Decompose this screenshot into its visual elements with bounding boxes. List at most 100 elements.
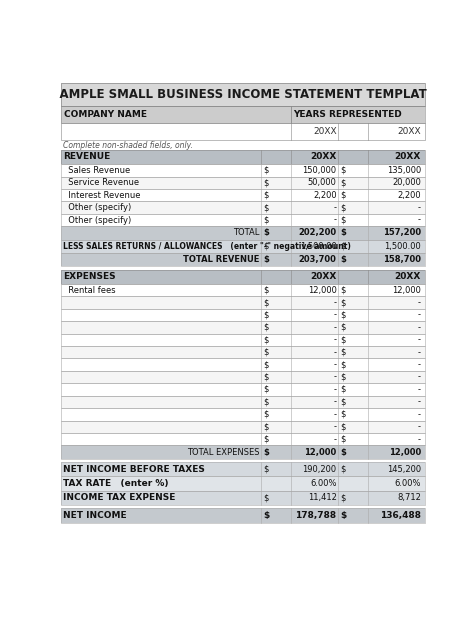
- Text: $: $: [263, 216, 268, 224]
- Text: $: $: [263, 385, 268, 394]
- Text: -: -: [418, 348, 421, 356]
- Bar: [61, 408, 425, 420]
- Text: -: -: [418, 373, 421, 381]
- Text: 158,700: 158,700: [383, 255, 421, 264]
- Text: $: $: [263, 410, 268, 418]
- Text: 11,412: 11,412: [308, 494, 337, 502]
- Bar: [61, 321, 425, 334]
- Bar: [61, 309, 425, 321]
- Bar: [61, 490, 425, 505]
- Text: 135,000: 135,000: [387, 166, 421, 175]
- Text: 20XX: 20XX: [395, 272, 421, 281]
- Text: -: -: [418, 410, 421, 418]
- Bar: [61, 408, 425, 420]
- Text: $: $: [263, 191, 268, 200]
- Text: TAX RATE   (enter %): TAX RATE (enter %): [64, 479, 169, 488]
- Text: REVENUE: REVENUE: [64, 153, 110, 161]
- Text: 136,488: 136,488: [380, 511, 421, 520]
- Bar: [61, 309, 425, 321]
- Text: 20XX: 20XX: [395, 153, 421, 161]
- Bar: [61, 226, 425, 239]
- Text: 2,200: 2,200: [398, 191, 421, 200]
- Text: -: -: [418, 323, 421, 332]
- Text: $: $: [340, 166, 346, 175]
- Text: -: -: [418, 298, 421, 307]
- Text: $: $: [340, 216, 346, 224]
- Text: Rental fees: Rental fees: [64, 286, 116, 294]
- Bar: [61, 270, 425, 284]
- Text: SAMPLE SMALL BUSINESS INCOME STATEMENT TEMPLATE: SAMPLE SMALL BUSINESS INCOME STATEMENT T…: [51, 88, 435, 101]
- Bar: [61, 253, 425, 267]
- Text: 20XX: 20XX: [313, 127, 337, 136]
- Text: $: $: [263, 166, 268, 175]
- Text: YEARS REPRESENTED: YEARS REPRESENTED: [293, 110, 402, 119]
- Text: 1,500.00: 1,500.00: [384, 242, 421, 250]
- Text: $: $: [340, 360, 346, 369]
- Text: -: -: [418, 311, 421, 319]
- Bar: [61, 476, 425, 490]
- Text: $: $: [340, 191, 346, 200]
- Text: -: -: [334, 422, 337, 432]
- Text: 20XX: 20XX: [310, 272, 337, 281]
- Text: -: -: [334, 410, 337, 418]
- Bar: [61, 433, 425, 445]
- Text: 20XX: 20XX: [310, 153, 337, 161]
- Bar: [61, 334, 425, 346]
- Text: $: $: [340, 179, 346, 187]
- Text: $: $: [340, 311, 346, 319]
- Bar: [61, 177, 425, 189]
- Bar: [61, 239, 425, 253]
- Bar: [368, 123, 423, 140]
- Text: $: $: [340, 242, 346, 250]
- Bar: [61, 214, 425, 226]
- Bar: [61, 189, 425, 202]
- Bar: [61, 462, 425, 476]
- Text: $: $: [340, 298, 346, 307]
- Text: Interest Revenue: Interest Revenue: [64, 191, 141, 200]
- Bar: [61, 358, 425, 371]
- Bar: [61, 253, 425, 267]
- Text: -: -: [418, 335, 421, 344]
- Text: -: -: [334, 397, 337, 406]
- Text: Other (specify): Other (specify): [64, 203, 132, 212]
- Text: 12,000: 12,000: [392, 286, 421, 294]
- Bar: [61, 189, 425, 202]
- Text: $: $: [340, 385, 346, 394]
- Bar: [61, 371, 425, 383]
- Text: Other (specify): Other (specify): [64, 216, 132, 224]
- Bar: [61, 150, 425, 164]
- Text: -: -: [418, 385, 421, 394]
- Bar: [61, 123, 291, 140]
- Bar: [291, 106, 425, 123]
- Text: 20,000: 20,000: [392, 179, 421, 187]
- Text: $: $: [340, 511, 346, 520]
- Text: Service Revenue: Service Revenue: [64, 179, 139, 187]
- Bar: [61, 202, 425, 214]
- Text: -: -: [334, 335, 337, 344]
- Text: $: $: [340, 348, 346, 356]
- Text: $: $: [263, 228, 269, 237]
- Text: $: $: [263, 311, 268, 319]
- Bar: [61, 164, 425, 177]
- Text: $: $: [263, 373, 268, 381]
- Text: $: $: [340, 335, 346, 344]
- Bar: [61, 177, 425, 189]
- Text: Complete non-shaded fields, only.: Complete non-shaded fields, only.: [63, 141, 192, 149]
- Text: -: -: [418, 360, 421, 369]
- Text: 202,200: 202,200: [299, 228, 337, 237]
- Bar: [61, 83, 425, 106]
- Text: 6.00%: 6.00%: [310, 479, 337, 488]
- Bar: [61, 371, 425, 383]
- Bar: [61, 214, 425, 226]
- Bar: [61, 462, 425, 476]
- Text: 1,500.00: 1,500.00: [300, 242, 337, 250]
- Text: $: $: [263, 494, 268, 502]
- Bar: [61, 202, 425, 214]
- Text: EXPENSES: EXPENSES: [64, 272, 116, 281]
- Text: NET INCOME BEFORE TAXES: NET INCOME BEFORE TAXES: [64, 465, 205, 474]
- Bar: [61, 296, 425, 309]
- Bar: [291, 106, 425, 123]
- Bar: [61, 296, 425, 309]
- Text: $: $: [340, 465, 346, 474]
- Bar: [61, 476, 425, 490]
